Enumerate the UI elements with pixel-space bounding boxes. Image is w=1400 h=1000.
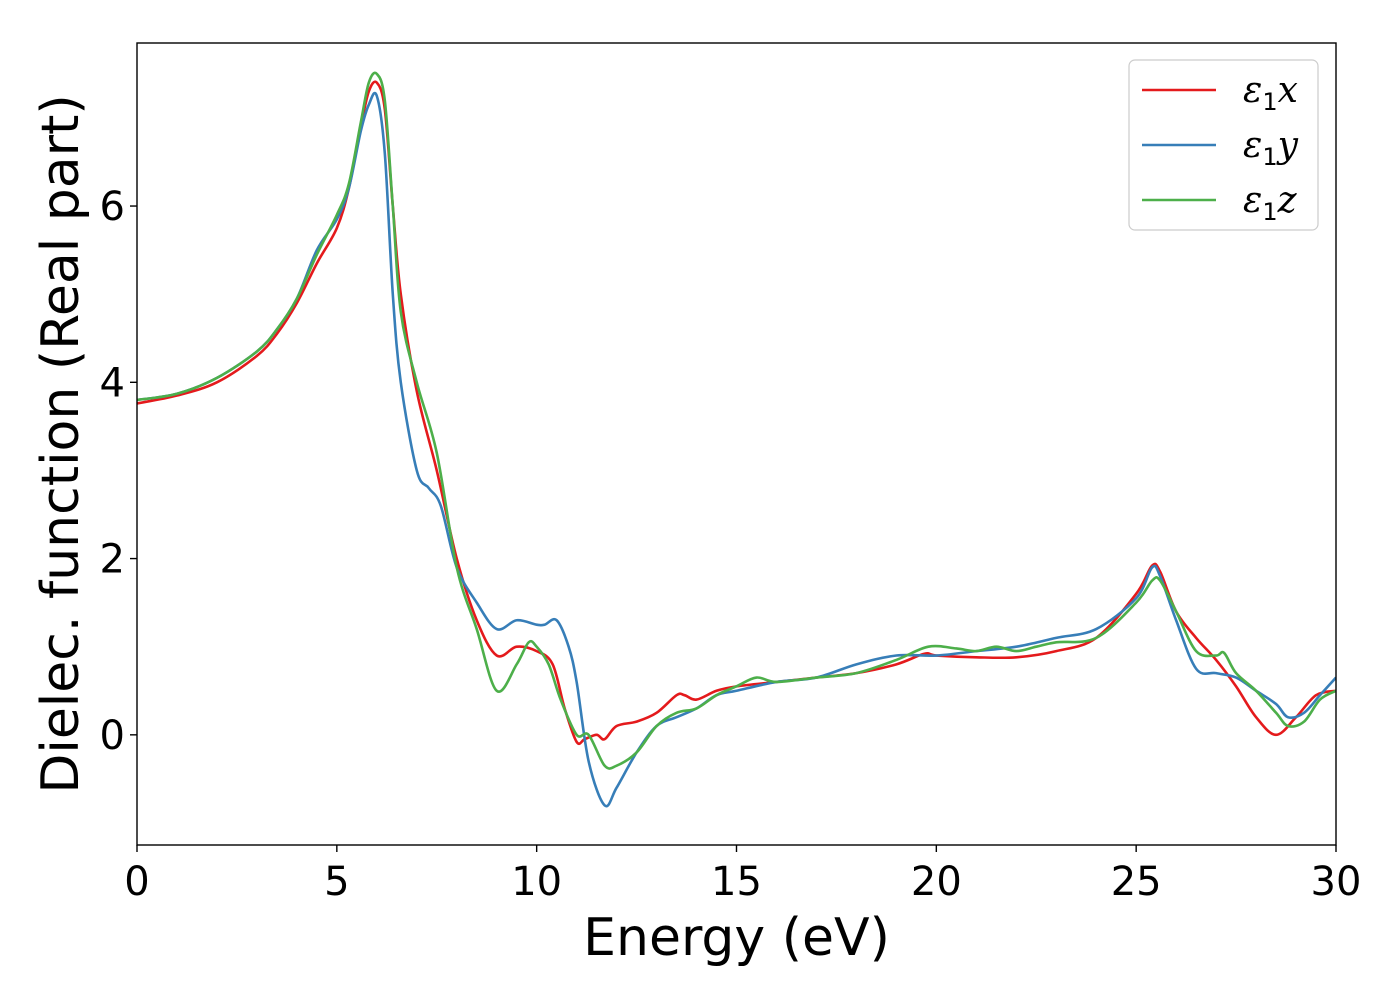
series-line-x xyxy=(137,80,1336,746)
y-axis: 0 2 4 6 xyxy=(100,184,137,759)
legend-label-x: ε1x xyxy=(1243,70,1298,116)
x-axis: 0 5 10 15 20 25 30 xyxy=(124,845,1361,905)
y-tick-label: 6 xyxy=(100,184,125,230)
y-tick-label: 4 xyxy=(100,360,125,406)
y-axis-title: Dielec. function (Real part) xyxy=(31,94,91,793)
y-tick-label: 2 xyxy=(100,537,125,583)
legend: ε1x ε1y ε1z xyxy=(1128,59,1319,231)
x-tick-label: 10 xyxy=(511,859,562,905)
x-tick-label: 0 xyxy=(124,859,149,905)
y-tick-label: 0 xyxy=(100,713,125,759)
x-tick-label: 15 xyxy=(711,859,762,905)
x-tick-label: 25 xyxy=(1111,859,1162,905)
legend-label-y: ε1y xyxy=(1243,125,1299,171)
x-tick-label: 30 xyxy=(1311,859,1362,905)
x-tick-label: 20 xyxy=(911,859,962,905)
series-layer xyxy=(137,71,1336,808)
x-axis-title: Energy (eV) xyxy=(583,908,890,968)
series-line-z xyxy=(137,71,1336,770)
x-tick-label: 5 xyxy=(324,859,349,905)
legend-box xyxy=(1128,59,1319,231)
legend-label-z: ε1z xyxy=(1243,180,1298,226)
